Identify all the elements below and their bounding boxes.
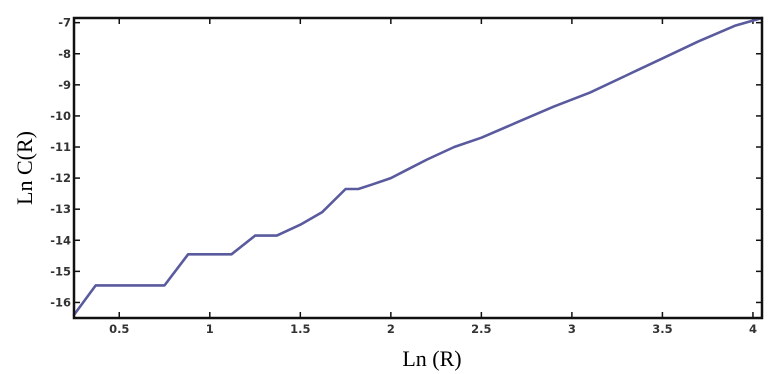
x-tick-labels: 0.5 1 1.5 2 2.5 3 3.5 4 [109, 322, 757, 336]
x-tick-label: 1.5 [290, 322, 310, 336]
y-tick-label: -16 [50, 295, 71, 309]
x-tick-label: 4 [749, 322, 757, 336]
x-tick-label: 3.5 [652, 322, 672, 336]
x-tick-label: 0.5 [109, 322, 129, 336]
y-axis-ticks [74, 21, 762, 304]
x-tick-label: 2 [387, 322, 395, 336]
x-tick-label: 2.5 [471, 322, 491, 336]
x-axis-ticks [118, 18, 754, 318]
y-tick-label: -12 [50, 171, 71, 185]
y-axis-title: Ln C(R) [12, 131, 37, 205]
y-tick-label: -8 [58, 47, 71, 61]
y-tick-label: -11 [50, 140, 71, 154]
x-axis-title: Ln (R) [402, 346, 461, 371]
y-tick-label: -9 [58, 78, 71, 92]
series-line [72, 16, 764, 317]
x-tick-label: 3 [568, 322, 576, 336]
y-tick-label: -13 [50, 202, 71, 216]
y-tick-label: -14 [50, 233, 71, 247]
y-tick-label: -7 [58, 16, 71, 30]
y-tick-labels: -16 -15 -14 -13 -12 -11 -10 -9 -8 -7 [50, 16, 71, 310]
y-tick-label: -15 [50, 264, 71, 278]
y-tick-label: -10 [50, 109, 71, 123]
x-tick-label: 1 [206, 322, 214, 336]
plot-frame [72, 16, 764, 320]
series-layer [72, 16, 764, 317]
